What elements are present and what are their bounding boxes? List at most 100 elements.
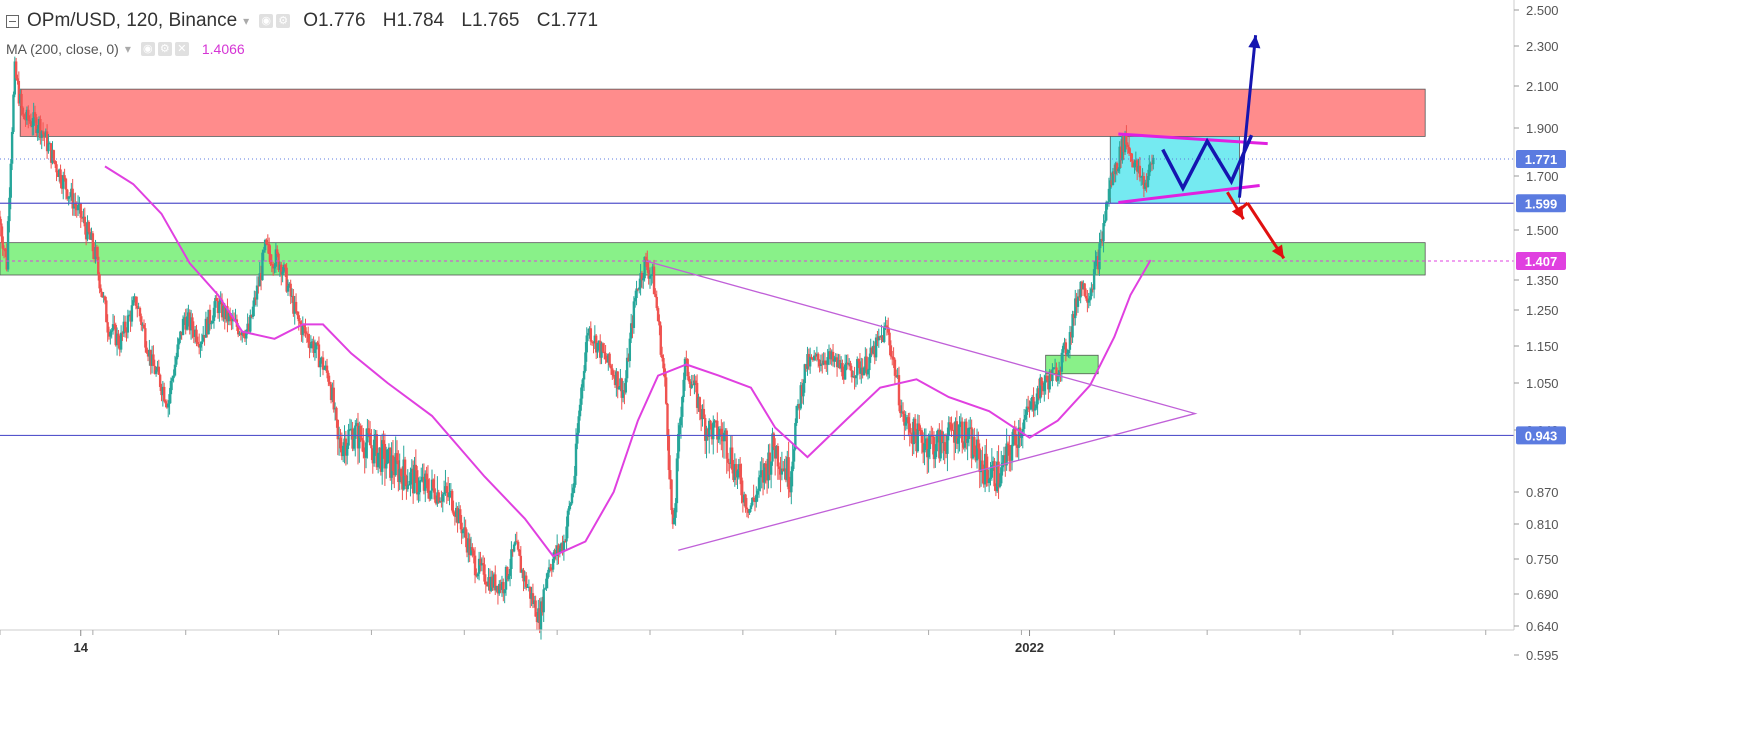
resistance-zone: [19, 88, 1426, 137]
down-candle: [136, 305, 139, 309]
down-candle: [1110, 180, 1113, 186]
down-candle: [605, 359, 609, 363]
down-candle: [191, 317, 194, 330]
up-candle: [218, 302, 221, 314]
down-candle: [393, 471, 396, 476]
up-candle: [364, 442, 368, 458]
down-candle: [223, 305, 226, 320]
up-candle: [1048, 371, 1051, 390]
down-candle: [885, 325, 889, 328]
up-candle: [755, 494, 758, 503]
down-candle: [271, 264, 275, 269]
down-candle: [671, 510, 675, 525]
symbol-title[interactable]: OPm/USD, 120, Binance: [27, 10, 238, 31]
up-candle: [954, 421, 957, 443]
up-candle: [634, 298, 637, 302]
down-candle: [831, 351, 835, 362]
up-candle: [1060, 352, 1064, 372]
price-badge-text: 1.771: [1525, 152, 1558, 167]
up-candle: [374, 434, 377, 440]
up-candle: [171, 378, 174, 381]
down-candle: [955, 421, 959, 444]
support-zone: [0, 242, 1426, 276]
up-candle: [1000, 467, 1003, 484]
up-candle: [167, 403, 170, 408]
up-candle: [884, 325, 887, 328]
down-candle: [491, 576, 494, 588]
up-candle: [1098, 243, 1101, 270]
down-candle: [1045, 375, 1049, 381]
down-candle: [853, 376, 856, 379]
gear-icon[interactable]: ⚙: [276, 14, 291, 28]
plot-area[interactable]: [0, 56, 1426, 640]
price-badge-text: 0.943: [1525, 428, 1558, 443]
down-candle: [134, 296, 138, 306]
up-candle: [90, 233, 93, 240]
down-candle: [336, 419, 339, 440]
bearish-arrow-2-head: [1271, 244, 1284, 259]
down-candle: [379, 447, 383, 472]
up-candle: [1021, 428, 1024, 432]
up-candle: [790, 471, 793, 493]
down-candle: [53, 160, 57, 165]
down-candle: [887, 327, 890, 333]
down-candle: [149, 349, 152, 366]
down-candle: [144, 328, 147, 348]
up-candle: [1061, 345, 1065, 353]
down-candle: [1115, 163, 1119, 172]
up-candle: [281, 271, 284, 275]
down-candle: [157, 366, 161, 375]
ma-close-icon[interactable]: ✕: [174, 42, 189, 56]
up-candle: [320, 357, 323, 361]
up-candle: [1121, 136, 1124, 161]
time-tick-label: 2022: [1015, 640, 1044, 655]
up-candle: [769, 461, 773, 475]
up-candle: [86, 221, 89, 240]
down-candle: [502, 582, 505, 594]
time-axis[interactable]: 14 2022: [0, 629, 1514, 655]
ma-gear-icon[interactable]: ⚙: [157, 42, 172, 56]
up-candle: [1063, 342, 1066, 346]
down-candle: [550, 569, 553, 571]
up-candle: [293, 301, 296, 314]
up-candle: [677, 433, 680, 459]
up-candle: [457, 509, 461, 524]
up-candle: [852, 376, 855, 378]
up-candle: [424, 473, 427, 491]
ma-eye-icon[interactable]: ◉: [140, 42, 155, 56]
up-candle: [584, 352, 587, 372]
up-candle: [417, 492, 420, 495]
up-candle: [430, 479, 434, 491]
caret-down-icon[interactable]: ▾: [243, 14, 250, 28]
up-candle: [625, 357, 629, 379]
down-candle: [395, 453, 399, 461]
ma-label[interactable]: MA (200, close, 0): [6, 41, 119, 57]
down-candle: [118, 345, 121, 350]
ma-caret-down-icon[interactable]: ▾: [124, 42, 131, 56]
up-candle: [183, 317, 186, 319]
price-axis[interactable]: 2.500 2.300 2.100 1.900 1.700 1.500 1.350 1.250…: [1513, 0, 1566, 663]
eye-icon[interactable]: ◉: [259, 14, 274, 28]
up-candle: [76, 205, 80, 211]
down-candle: [720, 428, 723, 435]
down-candle: [165, 403, 169, 408]
up-candle: [385, 463, 388, 469]
up-candle: [854, 375, 858, 379]
up-candle: [947, 422, 950, 436]
up-candle: [436, 492, 439, 504]
down-candle: [1091, 288, 1094, 290]
up-candle: [177, 338, 181, 345]
down-candle: [823, 360, 827, 364]
symbol-legend: OPm/USD, 120, Binance ▾ ◉ ⚙ O1.776 H1.78…: [6, 10, 610, 32]
up-candle: [200, 341, 204, 345]
down-candle: [915, 431, 918, 452]
collapse-legend-icon[interactable]: [6, 14, 19, 28]
down-candle: [519, 555, 523, 573]
down-candle: [257, 285, 260, 287]
up-candle: [830, 351, 833, 360]
down-candle: [197, 343, 201, 348]
up-candle: [578, 404, 582, 417]
channel-line-0: [1118, 132, 1268, 146]
up-candle: [249, 315, 252, 332]
